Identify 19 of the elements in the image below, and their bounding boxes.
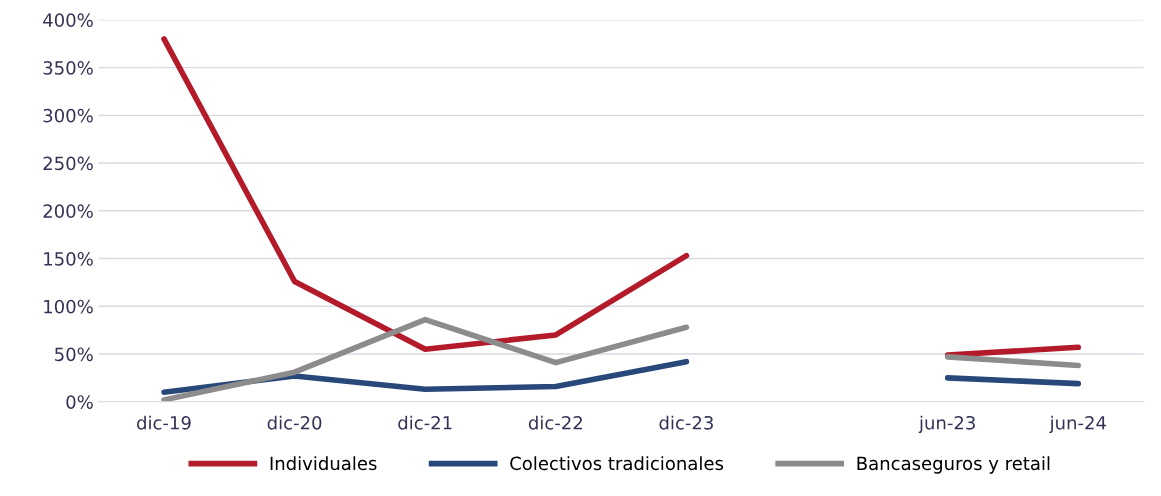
x-tick-label: jun-23	[918, 415, 975, 434]
y-tick-label: 200%	[43, 204, 93, 218]
x-tick-label: dic-22	[528, 415, 582, 430]
y-tick-label: 250%	[43, 156, 93, 171]
x-tick-label: dic-19	[137, 415, 191, 430]
x-tick-label: dic-23	[659, 415, 713, 430]
y-tick-label: 350%	[43, 61, 93, 75]
legend-label: Colectivos tradicionales	[510, 456, 724, 471]
x-tick-label: dic-20	[267, 415, 322, 430]
legend-label: Bancaseguros y retail	[857, 456, 1050, 474]
x-tick-label: dic-21	[398, 415, 452, 430]
y-tick-label: 50%	[55, 347, 93, 362]
legend-label: Individuales	[270, 456, 377, 471]
x-tick-label: jun-24	[1049, 415, 1106, 434]
y-tick-label: 400%	[43, 13, 93, 27]
y-tick-label: 0%	[66, 395, 93, 409]
y-tick-label: 150%	[44, 252, 93, 266]
y-tick-label: 100%	[44, 299, 93, 314]
y-tick-label: 300%	[43, 108, 93, 123]
